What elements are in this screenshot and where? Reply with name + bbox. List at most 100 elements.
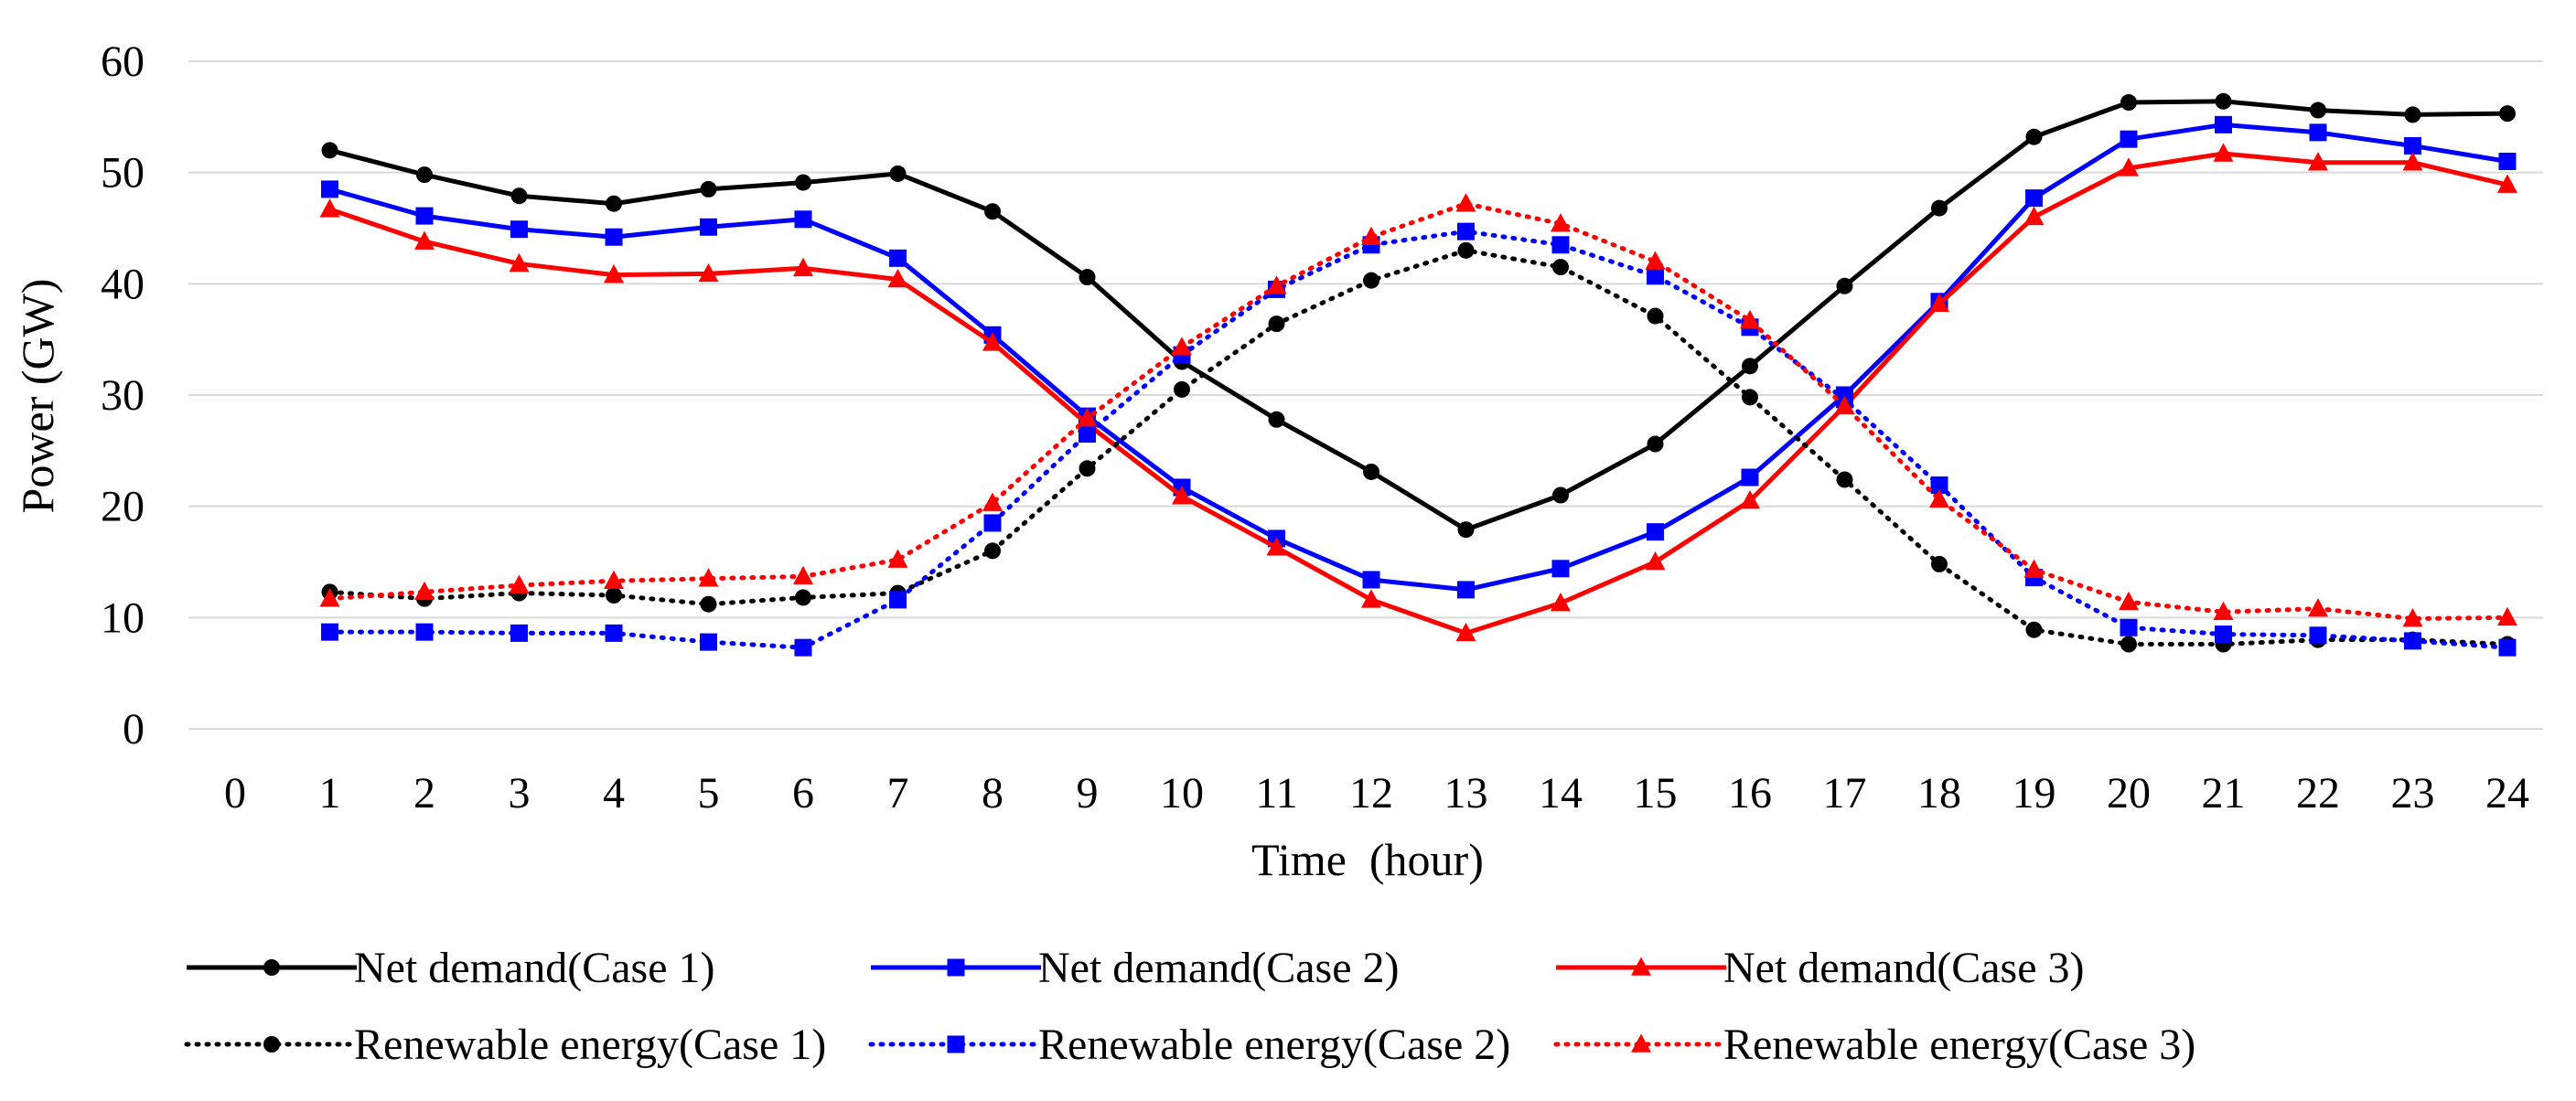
y-tick-label-20: 20 [101, 483, 145, 531]
legend-item-6: Renewable energy(Case 3) [1553, 1021, 2195, 1069]
x-tick-label-8: 8 [982, 769, 1004, 818]
x-tick-label-22: 22 [2296, 769, 2340, 818]
series-3-point-23 [2402, 152, 2423, 171]
series-1-point-12 [1363, 463, 1379, 480]
series-5-line [327, 229, 2510, 650]
series-6-point-24 [2497, 606, 2517, 626]
series-6-point-16 [1740, 309, 1760, 329]
legend-swatch-marker [1631, 957, 1651, 976]
x-tick-label-3: 3 [509, 769, 531, 818]
series-1-point-21 [2215, 92, 2232, 110]
x-tick-label-1: 1 [319, 769, 341, 818]
legend-swatch-marker [263, 959, 280, 976]
series-1-point-11 [1268, 411, 1285, 428]
series-4-point-20 [2120, 636, 2137, 653]
series-4-point-10 [1174, 380, 1190, 398]
series-3-point-15 [1645, 550, 1666, 571]
series-5-point-9 [1079, 425, 1096, 444]
x-tick-label-24: 24 [2485, 769, 2529, 818]
series-1-point-3 [510, 187, 528, 205]
legend-item-2: Net demand(Case 2) [871, 944, 1400, 992]
series-3-point-24 [2497, 174, 2517, 193]
x-tick-label-14: 14 [1539, 769, 1583, 818]
y-axis-title: Power (GW) [12, 279, 63, 514]
series-5-point-22 [2309, 626, 2327, 645]
series-6-point-18 [1929, 488, 1949, 508]
y-tick-label-50: 50 [101, 149, 145, 198]
series-1-point-7 [889, 165, 907, 182]
series-6-point-7 [887, 549, 908, 568]
series-2-point-20 [2120, 130, 2138, 148]
series-2-point-13 [1457, 581, 1475, 599]
series-2-point-24 [2498, 153, 2517, 170]
x-tick-label-18: 18 [1917, 769, 1961, 818]
legend-label: Net demand(Case 1) [354, 944, 715, 992]
series-layer [319, 92, 2517, 657]
series-4-point-8 [984, 542, 1001, 560]
series-4-point-16 [1742, 389, 1758, 406]
series-6-point-17 [1834, 395, 1855, 414]
series-3-point-11 [1266, 537, 1287, 556]
legend-item-3: Net demand(Case 3) [1556, 944, 2085, 992]
x-tick-label-9: 9 [1077, 769, 1099, 818]
x-axis-ticks: 0 1 2 3 4 5 6 7 8 9 10 11 12 13 14 15 16 17 18 19 20 21 22 23 24 [224, 769, 2529, 818]
series-2-point-5 [700, 218, 717, 236]
series-5-point-5 [700, 633, 717, 651]
series-6 [319, 193, 2517, 627]
x-tick-label-15: 15 [1634, 769, 1678, 818]
legend-swatch-marker [1631, 1033, 1651, 1053]
x-tick-label-6: 6 [792, 769, 814, 818]
series-2 [321, 115, 2517, 599]
series-2-point-3 [510, 220, 528, 239]
series-6-point-2 [414, 581, 435, 601]
series-1-point-17 [1836, 277, 1853, 294]
legend: Net demand(Case 1) Net demand(Case 2) Net … [184, 944, 2195, 1069]
series-1-point-18 [1931, 199, 1948, 217]
series-5-point-7 [889, 591, 907, 609]
legend-label: Net demand(Case 3) [1723, 944, 2085, 992]
series-2-point-7 [889, 249, 907, 267]
series-6-point-11 [1266, 275, 1287, 294]
series-1-point-23 [2404, 106, 2421, 123]
series-4-point-11 [1268, 315, 1285, 333]
x-tick-label-13: 13 [1444, 769, 1488, 818]
series-5-point-2 [415, 623, 434, 641]
series-3-point-2 [414, 230, 435, 250]
series-1-point-24 [2499, 105, 2516, 123]
series-3-point-7 [887, 268, 908, 288]
series-6-point-6 [793, 565, 813, 585]
legend-label: Renewable energy(Case 1) [354, 1021, 826, 1069]
series-1-point-8 [984, 203, 1001, 220]
series-5-point-3 [510, 624, 528, 642]
series-3-point-19 [2023, 206, 2045, 226]
x-tick-label-5: 5 [698, 769, 720, 818]
x-tick-label-4: 4 [603, 769, 625, 818]
series-4-point-17 [1836, 471, 1853, 488]
series-1-line [328, 99, 2508, 532]
series-3-point-21 [2213, 143, 2234, 162]
series-5-point-14 [1551, 236, 1570, 254]
series-4-line [327, 248, 2510, 647]
series-1-point-20 [2120, 94, 2137, 112]
legend-item-5: Renewable energy(Case 2) [868, 1021, 1510, 1069]
series-3-point-20 [2119, 157, 2139, 176]
series-3-point-8 [982, 332, 1003, 351]
series-6-point-3 [509, 574, 530, 593]
series-1-point-5 [700, 180, 717, 198]
series-4-point-18 [1931, 555, 1948, 572]
series-4-point-19 [2025, 621, 2043, 638]
series-4-point-4 [606, 587, 622, 604]
legend-label: Renewable energy(Case 2) [1038, 1021, 1510, 1069]
series-2-point-15 [1647, 523, 1664, 541]
series-2-point-16 [1741, 468, 1759, 486]
series-2-point-4 [605, 228, 623, 246]
series-4 [321, 241, 2516, 653]
series-3-point-12 [1361, 589, 1381, 608]
x-tick-label-10: 10 [1160, 769, 1204, 818]
y-tick-label-10: 10 [101, 593, 145, 642]
series-6-point-10 [1172, 337, 1192, 356]
series-4-point-12 [1363, 272, 1379, 289]
legend-label: Net demand(Case 2) [1038, 944, 1400, 992]
series-3-point-3 [509, 252, 530, 273]
